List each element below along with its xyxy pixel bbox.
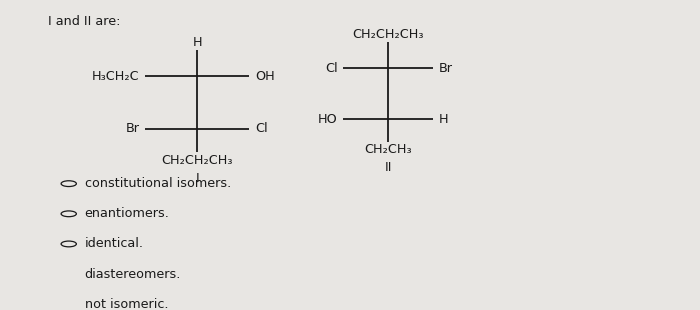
Text: identical.: identical. (85, 237, 144, 250)
Text: H: H (193, 36, 202, 49)
Text: CH₂CH₂CH₃: CH₂CH₂CH₃ (352, 28, 424, 41)
Text: I and II are:: I and II are: (48, 15, 120, 28)
Text: diastereomers.: diastereomers. (85, 268, 181, 281)
Text: CH₂CH₃: CH₂CH₃ (365, 143, 412, 156)
Text: CH₂CH₂CH₃: CH₂CH₂CH₃ (162, 153, 233, 166)
Text: H: H (439, 113, 449, 126)
Text: Cl: Cl (325, 62, 337, 75)
Text: H₃CH₂C: H₃CH₂C (92, 70, 139, 83)
Text: constitutional isomers.: constitutional isomers. (85, 177, 231, 190)
Text: Br: Br (439, 62, 453, 75)
Text: Cl: Cl (255, 122, 267, 135)
Text: OH: OH (255, 70, 274, 83)
Text: HO: HO (318, 113, 337, 126)
Text: enantiomers.: enantiomers. (85, 207, 169, 220)
Text: I: I (195, 172, 199, 185)
Text: not isomeric.: not isomeric. (85, 298, 168, 310)
Text: II: II (384, 162, 392, 174)
Text: Br: Br (125, 122, 139, 135)
